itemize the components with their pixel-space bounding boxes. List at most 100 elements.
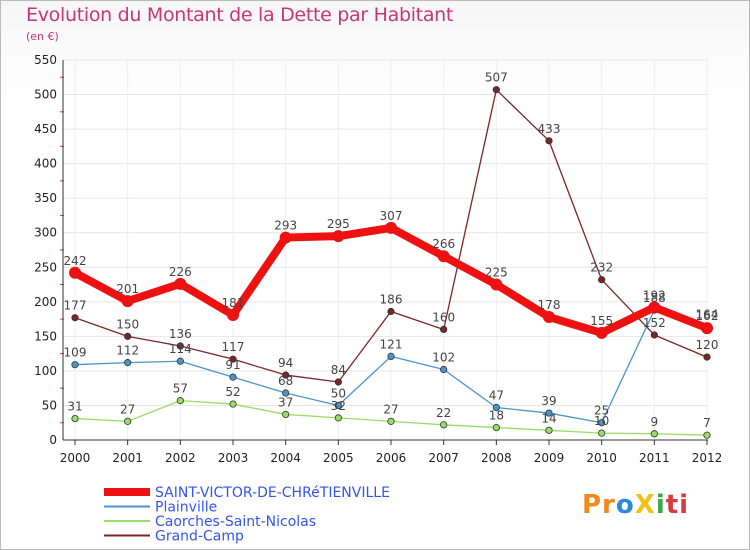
data-point (334, 414, 342, 422)
legend-label: Plainville (155, 500, 217, 516)
data-label: 192 (643, 288, 666, 302)
proxiti-logo: ProXiti (582, 490, 689, 520)
y-tick-label: 300 (34, 226, 57, 240)
logo-part: X (634, 490, 656, 520)
data-point (124, 417, 132, 425)
logo-part: o (615, 490, 635, 520)
data-point (490, 278, 503, 291)
data-label: 37 (278, 395, 293, 409)
y-tick-label: 350 (34, 191, 57, 205)
data-label: 10 (594, 414, 609, 428)
data-label: 31 (67, 400, 82, 414)
data-label: 162 (696, 309, 719, 323)
x-tick-label: 2001 (112, 451, 143, 465)
data-point (229, 355, 237, 363)
data-label: 150 (116, 317, 139, 331)
data-point (176, 397, 184, 405)
data-label: 177 (64, 299, 87, 313)
series-lines (69, 86, 713, 439)
data-point (440, 325, 448, 334)
data-point (334, 378, 342, 386)
x-tick-label: 2009 (534, 451, 565, 465)
data-point (598, 419, 606, 427)
data-point (229, 400, 237, 408)
y-tick-label: 200 (34, 295, 57, 309)
data-point (176, 342, 184, 350)
chart-subtitle: (en €) (26, 30, 59, 43)
chart-title: Evolution du Montant de la Dette par Hab… (26, 4, 454, 26)
data-point (701, 322, 713, 335)
data-label: 32 (331, 399, 346, 413)
data-point (69, 266, 81, 279)
data-label: 39 (541, 394, 556, 408)
data-label: 18 (489, 409, 504, 423)
data-point (598, 429, 606, 437)
data-point (440, 421, 448, 429)
data-label: 152 (643, 316, 666, 330)
data-label: 94 (278, 356, 293, 370)
data-point (229, 373, 237, 381)
data-point (595, 326, 608, 339)
data-point (176, 357, 184, 365)
grid-lines (63, 59, 708, 441)
legend: SAINT-VICTOR-DE-CHRéTIENVILLEPlainvilleC… (104, 485, 390, 545)
data-label: 84 (331, 363, 346, 377)
data-label: 52 (225, 385, 240, 399)
y-tick-label: 500 (34, 88, 57, 102)
data-point (121, 295, 134, 308)
logo-part: Pr (582, 490, 616, 520)
y-tick-label: 250 (34, 260, 57, 274)
y-tick-label: 100 (34, 364, 57, 378)
x-tick-label: 2008 (481, 451, 512, 465)
data-point (703, 353, 711, 361)
x-tick-label: 2003 (218, 451, 249, 465)
x-tick-label: 2000 (60, 451, 91, 465)
x-tick-label: 2002 (165, 451, 196, 465)
data-label: 117 (222, 340, 245, 354)
data-label: 242 (64, 254, 87, 268)
data-label: 47 (489, 389, 504, 403)
data-label: 25 (594, 404, 609, 418)
data-point (650, 430, 658, 438)
data-label: 91 (225, 358, 240, 372)
data-label: 136 (169, 327, 192, 341)
x-tick-label: 2005 (323, 451, 354, 465)
data-point (282, 410, 290, 419)
y-tick-label: 50 (42, 398, 57, 412)
data-label: 188 (643, 291, 666, 305)
data-point (227, 308, 239, 321)
data-label: 9 (651, 415, 659, 429)
data-label: 50 (331, 386, 346, 400)
data-label: 181 (222, 296, 245, 310)
data-label: 186 (380, 292, 403, 306)
data-label: 293 (274, 219, 297, 233)
data-point (650, 331, 658, 339)
data-label: 507 (485, 71, 508, 85)
data-label: 109 (64, 346, 87, 360)
x-tick-label: 2011 (639, 451, 670, 465)
data-label: 201 (116, 282, 139, 296)
data-point (71, 414, 79, 423)
data-point (437, 250, 450, 263)
data-point (124, 359, 132, 367)
data-label: 433 (538, 122, 561, 136)
data-label: 22 (436, 406, 451, 420)
data-label: 7 (703, 416, 711, 430)
data-point (543, 311, 555, 324)
x-tick-label: 2010 (586, 451, 617, 465)
data-point (334, 401, 342, 410)
y-tick-label: 400 (34, 157, 57, 171)
data-label: 27 (120, 402, 135, 416)
legend-label: Caorches-Saint-Nicolas (155, 514, 316, 530)
logo-part: ti (665, 490, 690, 520)
legend-label: SAINT-VICTOR-DE-CHRéTIENVILLE (155, 485, 390, 501)
data-point (282, 371, 290, 379)
data-point (492, 403, 500, 412)
data-point (598, 276, 606, 284)
data-label: 68 (278, 374, 293, 388)
data-point (387, 417, 395, 425)
y-tick-label: 150 (34, 329, 57, 343)
data-point (71, 361, 79, 369)
y-tick-label: 550 (34, 53, 57, 67)
